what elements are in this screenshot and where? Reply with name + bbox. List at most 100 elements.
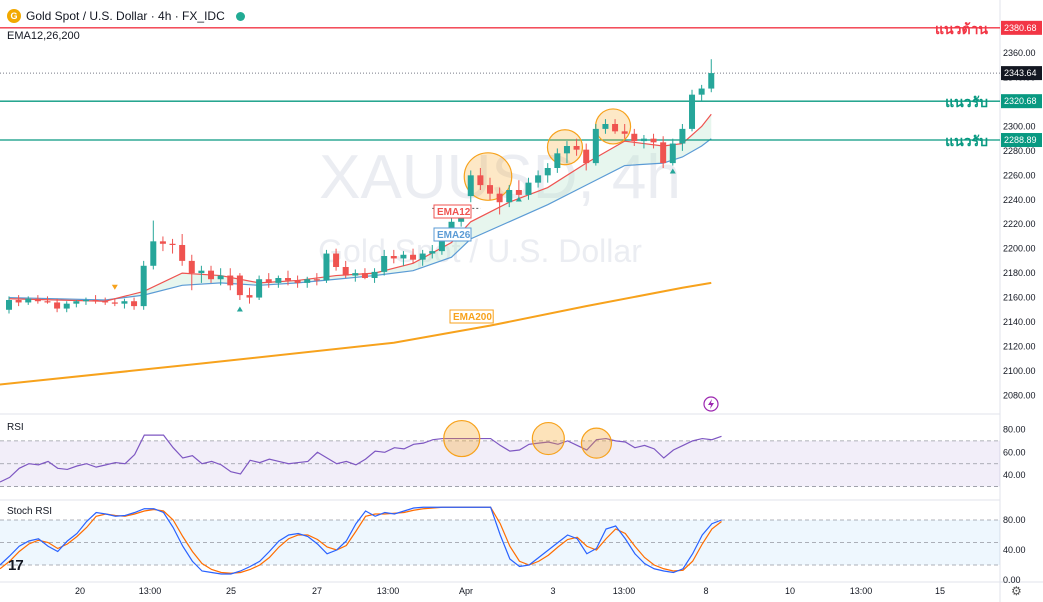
ema26-label-box bbox=[433, 227, 472, 242]
candle bbox=[265, 279, 272, 283]
gold-symbol-icon: G bbox=[7, 9, 21, 23]
price-tick-label: 2280.00 bbox=[1003, 146, 1036, 156]
chart-header: G Gold Spot / U.S. Dollar · 4h · FX_IDC bbox=[7, 9, 245, 23]
candle bbox=[640, 138, 647, 142]
stoch-axis-label: 80.00 bbox=[1003, 515, 1026, 525]
candle bbox=[188, 260, 195, 274]
time-tick-label: 10 bbox=[785, 586, 795, 596]
candle bbox=[554, 153, 561, 168]
candle bbox=[111, 302, 118, 304]
candle bbox=[236, 275, 243, 296]
rsi-axis-label: 40.00 bbox=[1003, 470, 1026, 480]
candle bbox=[669, 143, 676, 164]
candle bbox=[102, 301, 109, 303]
level-price-tag bbox=[1001, 133, 1042, 148]
price-tick-label: 2220.00 bbox=[1003, 219, 1036, 229]
candle bbox=[660, 142, 667, 164]
current-price-tag bbox=[1001, 66, 1042, 81]
rsi-pane-label[interactable]: RSI bbox=[7, 422, 24, 433]
rsi-highlight-circle bbox=[531, 421, 565, 456]
candle bbox=[333, 253, 340, 267]
candle bbox=[82, 300, 89, 302]
candle bbox=[400, 254, 407, 259]
candle bbox=[602, 124, 609, 129]
price-tick-label: 2120.00 bbox=[1003, 341, 1036, 351]
candle bbox=[284, 278, 291, 281]
rsi-highlight-circle bbox=[443, 419, 481, 458]
candle bbox=[73, 301, 80, 304]
ema26-line bbox=[8, 138, 712, 301]
candle bbox=[361, 273, 368, 278]
candle bbox=[198, 270, 205, 274]
candle bbox=[275, 278, 282, 283]
ema12-label-box bbox=[433, 204, 472, 219]
tradingview-logo-icon[interactable]: 17 bbox=[8, 557, 24, 574]
candle bbox=[390, 256, 397, 259]
time-tick-label: 27 bbox=[312, 586, 322, 596]
candle bbox=[419, 253, 426, 260]
price-tick-label: 2080.00 bbox=[1003, 390, 1036, 400]
rsi-axis-label: 80.00 bbox=[1003, 424, 1026, 434]
time-tick-label: 20 bbox=[75, 586, 85, 596]
candle bbox=[410, 254, 417, 260]
indicator-legend[interactable]: EMA12,26,200 bbox=[7, 30, 80, 42]
price-tick-label: 2300.00 bbox=[1003, 121, 1036, 131]
candle bbox=[131, 301, 138, 307]
time-tick-label: 13:00 bbox=[139, 586, 162, 596]
candle bbox=[467, 175, 474, 197]
candle bbox=[217, 275, 224, 280]
candle bbox=[342, 267, 349, 276]
candle bbox=[525, 182, 532, 195]
candle bbox=[34, 298, 41, 302]
candle bbox=[381, 256, 388, 272]
rsi-highlight-circle bbox=[580, 427, 613, 459]
settings-gear-icon[interactable]: ⚙ bbox=[1011, 584, 1022, 598]
candle bbox=[25, 298, 32, 303]
candle bbox=[573, 146, 580, 150]
ema12-label: EMA12 bbox=[437, 207, 471, 218]
signal-marker bbox=[515, 196, 522, 202]
stoch-axis-label: 40.00 bbox=[1003, 545, 1026, 555]
candle bbox=[179, 245, 186, 261]
candle bbox=[689, 94, 696, 129]
watermark-name: Gold Spot / U.S. Dollar bbox=[318, 233, 642, 269]
candle bbox=[621, 131, 628, 134]
candle bbox=[612, 124, 619, 132]
candle bbox=[352, 273, 359, 276]
candle bbox=[506, 190, 513, 203]
support-level-label: แนวรับ bbox=[945, 94, 988, 110]
candle bbox=[6, 300, 12, 310]
candle bbox=[54, 302, 61, 309]
candle bbox=[313, 279, 320, 281]
candle bbox=[544, 168, 551, 176]
price-tick-label: 2160.00 bbox=[1003, 293, 1036, 303]
candle bbox=[708, 73, 715, 89]
time-tick-label: 13:00 bbox=[850, 586, 873, 596]
level-price-label: 2320.68 bbox=[1004, 96, 1037, 106]
candle bbox=[563, 146, 570, 154]
candle bbox=[592, 128, 599, 164]
support-level-label: แนวรับ bbox=[945, 133, 988, 149]
candle bbox=[429, 251, 436, 254]
price-tick-label: 2360.00 bbox=[1003, 48, 1036, 58]
price-tick-label: 2240.00 bbox=[1003, 195, 1036, 205]
candle bbox=[15, 300, 22, 303]
time-tick-label: Apr bbox=[459, 586, 473, 596]
ema200-line bbox=[0, 281, 712, 386]
candle bbox=[121, 301, 128, 304]
candle bbox=[650, 138, 657, 143]
signal-marker bbox=[236, 306, 243, 312]
time-tick-label: 8 bbox=[703, 586, 708, 596]
price-tick-label: 2180.00 bbox=[1003, 268, 1036, 278]
time-tick-label: 15 bbox=[935, 586, 945, 596]
stoch-pane-label[interactable]: Stoch RSI bbox=[7, 506, 53, 517]
candle bbox=[515, 190, 522, 195]
symbol-title[interactable]: Gold Spot / U.S. Dollar · 4h · FX_IDC bbox=[26, 9, 225, 23]
candle bbox=[44, 301, 51, 303]
candle bbox=[679, 128, 686, 144]
lightning-bolt bbox=[708, 399, 714, 409]
candle bbox=[631, 133, 638, 142]
price-tick-label: 2200.00 bbox=[1003, 244, 1036, 254]
price-tick-label: 2260.00 bbox=[1003, 170, 1036, 180]
